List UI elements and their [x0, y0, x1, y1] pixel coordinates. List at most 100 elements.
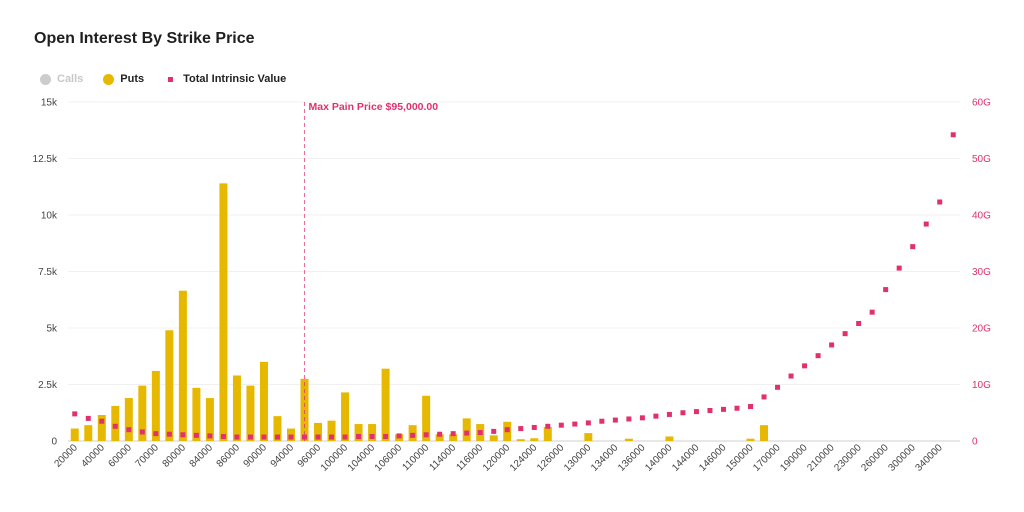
intrinsic-value-point[interactable]	[85, 415, 91, 421]
intrinsic-value-point[interactable]	[572, 421, 578, 427]
puts-bar[interactable]	[84, 425, 93, 441]
intrinsic-value-point[interactable]	[72, 411, 78, 417]
puts-bar[interactable]	[178, 290, 187, 441]
intrinsic-value-point[interactable]	[531, 424, 537, 430]
puts-bar[interactable]	[449, 434, 458, 441]
puts-bar[interactable]	[232, 375, 241, 441]
intrinsic-value-point[interactable]	[180, 432, 186, 438]
intrinsic-value-point[interactable]	[639, 415, 645, 421]
intrinsic-value-point[interactable]	[247, 434, 253, 440]
intrinsic-value-point[interactable]	[477, 430, 483, 436]
puts-bar[interactable]	[70, 428, 79, 441]
puts-bar[interactable]	[516, 439, 525, 441]
puts-bar[interactable]	[368, 424, 377, 441]
puts-bar[interactable]	[192, 387, 201, 441]
intrinsic-value-point[interactable]	[193, 432, 199, 438]
intrinsic-value-point[interactable]	[748, 404, 754, 410]
intrinsic-value-point[interactable]	[504, 427, 510, 433]
legend-item-intrinsic[interactable]: Total Intrinsic Value	[164, 73, 286, 85]
puts-bar[interactable]	[138, 385, 147, 441]
puts-bar[interactable]	[354, 424, 363, 441]
intrinsic-value-point[interactable]	[869, 309, 875, 315]
intrinsic-value-point[interactable]	[288, 434, 294, 440]
puts-bar[interactable]	[259, 361, 268, 441]
intrinsic-value-point[interactable]	[423, 432, 429, 438]
intrinsic-value-point[interactable]	[653, 413, 659, 419]
intrinsic-value-point[interactable]	[112, 423, 118, 429]
puts-bar[interactable]	[489, 435, 498, 441]
intrinsic-value-point[interactable]	[720, 406, 726, 412]
intrinsic-value-point[interactable]	[680, 410, 686, 416]
intrinsic-value-point[interactable]	[626, 416, 632, 422]
puts-bar[interactable]	[219, 183, 228, 442]
legend-item-puts[interactable]: Puts	[103, 73, 144, 85]
puts-bar[interactable]	[462, 418, 471, 441]
puts-bar[interactable]	[422, 395, 431, 441]
intrinsic-value-point[interactable]	[450, 431, 456, 437]
puts-bar[interactable]	[151, 370, 160, 441]
intrinsic-value-point[interactable]	[396, 433, 402, 439]
puts-bar[interactable]	[530, 438, 539, 441]
puts-bar[interactable]	[165, 330, 174, 441]
puts-bar[interactable]	[300, 378, 309, 441]
intrinsic-value-point[interactable]	[437, 431, 443, 437]
intrinsic-value-point[interactable]	[302, 434, 308, 440]
puts-bar[interactable]	[97, 415, 106, 441]
intrinsic-value-point[interactable]	[693, 409, 699, 415]
intrinsic-value-point[interactable]	[937, 199, 943, 205]
intrinsic-value-point[interactable]	[126, 427, 132, 433]
intrinsic-value-point[interactable]	[329, 434, 335, 440]
intrinsic-value-point[interactable]	[599, 418, 605, 424]
intrinsic-value-point[interactable]	[545, 423, 551, 429]
intrinsic-value-point[interactable]	[896, 265, 902, 271]
intrinsic-value-point[interactable]	[585, 420, 591, 426]
intrinsic-value-point[interactable]	[139, 429, 145, 435]
puts-bar[interactable]	[246, 385, 255, 441]
intrinsic-value-point[interactable]	[491, 428, 497, 434]
intrinsic-value-point[interactable]	[369, 433, 375, 439]
intrinsic-value-point[interactable]	[234, 434, 240, 440]
intrinsic-value-point[interactable]	[842, 331, 848, 337]
puts-bar[interactable]	[624, 438, 633, 441]
intrinsic-value-point[interactable]	[220, 433, 226, 439]
puts-bar[interactable]	[584, 433, 593, 441]
intrinsic-value-point[interactable]	[166, 431, 172, 437]
intrinsic-value-point[interactable]	[788, 373, 794, 379]
intrinsic-value-point[interactable]	[342, 434, 348, 440]
intrinsic-value-point[interactable]	[802, 363, 808, 369]
puts-bar[interactable]	[746, 438, 755, 441]
puts-bar[interactable]	[327, 420, 336, 441]
intrinsic-value-point[interactable]	[207, 433, 213, 439]
intrinsic-value-point[interactable]	[356, 433, 362, 439]
intrinsic-value-point[interactable]	[153, 431, 159, 437]
intrinsic-value-point[interactable]	[883, 287, 889, 293]
intrinsic-value-point[interactable]	[464, 430, 470, 436]
puts-bar[interactable]	[435, 434, 444, 441]
intrinsic-value-point[interactable]	[383, 433, 389, 439]
intrinsic-value-point[interactable]	[315, 434, 321, 440]
intrinsic-value-point[interactable]	[261, 434, 267, 440]
puts-bar[interactable]	[205, 398, 214, 441]
intrinsic-value-point[interactable]	[923, 221, 929, 227]
puts-bar[interactable]	[111, 405, 120, 441]
legend-item-calls[interactable]: Calls	[40, 73, 83, 85]
puts-bar[interactable]	[273, 416, 282, 441]
intrinsic-value-point[interactable]	[612, 417, 618, 423]
intrinsic-value-point[interactable]	[274, 434, 280, 440]
intrinsic-value-point[interactable]	[707, 407, 713, 413]
puts-bar[interactable]	[381, 368, 390, 441]
intrinsic-value-point[interactable]	[761, 394, 767, 400]
puts-bar[interactable]	[665, 436, 674, 441]
intrinsic-value-point[interactable]	[734, 405, 740, 411]
intrinsic-value-point[interactable]	[775, 384, 781, 390]
intrinsic-value-point[interactable]	[558, 422, 564, 428]
intrinsic-value-point[interactable]	[829, 342, 835, 348]
intrinsic-value-point[interactable]	[99, 418, 105, 424]
intrinsic-value-point[interactable]	[518, 426, 524, 432]
puts-bar[interactable]	[314, 422, 323, 441]
puts-bar[interactable]	[543, 426, 552, 441]
puts-bar[interactable]	[341, 392, 350, 441]
intrinsic-value-point[interactable]	[856, 320, 862, 326]
intrinsic-value-point[interactable]	[815, 353, 821, 359]
intrinsic-value-point[interactable]	[410, 432, 416, 438]
